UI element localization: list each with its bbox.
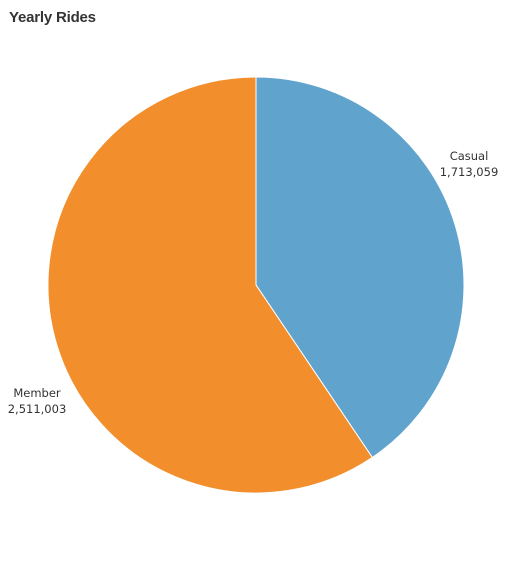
slice-value-member: 2,511,003 — [8, 402, 67, 416]
chart-title: Yearly Rides — [9, 9, 96, 26]
slice-value-casual: 1,713,059 — [440, 165, 499, 179]
slice-label-member: Member — [13, 386, 61, 400]
pie-slices — [47, 76, 465, 494]
slice-label-casual: Casual — [450, 149, 489, 163]
pie-slice-casual — [255, 76, 465, 459]
pie-slice-member — [47, 76, 374, 494]
slice-labels: Casual 1,713,059 Member 2,511,003 — [8, 149, 499, 416]
